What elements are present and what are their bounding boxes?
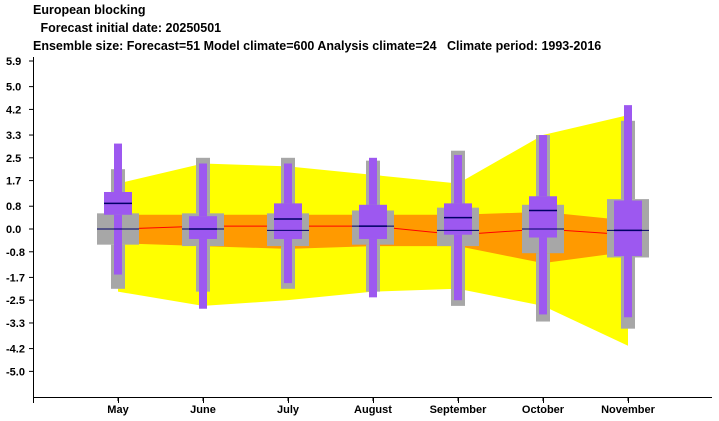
y-tick-label: -1.7	[6, 272, 25, 284]
x-tick-label: September	[430, 404, 488, 416]
y-tick-label: 3.3	[6, 130, 21, 142]
y-tick-label: -5.0	[6, 366, 25, 378]
y-tick-label: -2.5	[6, 295, 25, 307]
axes: 5.9 5.0 4.2 3.3 2.5 1.7 0.8 0.0 -0.8 -1.7 -2.5 -3.3…	[6, 56, 712, 416]
forecast-box	[444, 203, 472, 235]
y-tick-label: -0.8	[6, 247, 25, 259]
y-tick-label: 0.0	[6, 224, 21, 236]
y-tick-label: 0.8	[6, 201, 21, 213]
x-tick-label: August	[354, 404, 392, 416]
ensemble-info-label: Ensemble size: Forecast=51 Model climate…	[33, 39, 602, 53]
forecast-whisker-upper	[624, 105, 632, 201]
forecast-box	[189, 216, 217, 239]
y-tick-label: 5.0	[6, 82, 21, 94]
forecast-whisker-upper	[369, 157, 377, 205]
forecast-box	[529, 196, 557, 238]
y-tick-label: -4.2	[6, 344, 25, 356]
forecast-whisker-upper	[454, 154, 462, 204]
forecast-whisker-upper	[114, 143, 122, 192]
forecast-whisker-lower	[199, 238, 207, 309]
forecast-whisker-lower	[369, 238, 377, 298]
x-tick-label: May	[107, 404, 129, 416]
forecast-whisker-upper	[284, 163, 292, 204]
y-tick-label: -3.3	[6, 318, 25, 330]
y-tick-label: 4.2	[6, 104, 21, 116]
x-tick-label: November	[601, 404, 656, 416]
x-tick-label: June	[190, 404, 216, 416]
chart-title: European blocking	[33, 3, 146, 17]
y-tick-label: 5.9	[6, 56, 21, 68]
y-tick-label: 2.5	[6, 153, 21, 165]
box-plots	[97, 105, 649, 329]
forecast-whisker-upper	[539, 135, 547, 197]
forecast-box	[614, 200, 642, 257]
x-tick-label: October	[522, 404, 565, 416]
forecast-whisker-lower	[539, 237, 547, 315]
forecast-date-label: Forecast initial date: 20250501	[37, 21, 222, 35]
forecast-whisker-lower	[284, 238, 292, 284]
forecast-whisker-upper	[199, 163, 207, 217]
forecast-box	[359, 204, 387, 239]
forecast-whisker-lower	[114, 214, 122, 275]
forecast-whisker-lower	[454, 234, 462, 301]
y-tick-label: 1.7	[6, 176, 21, 188]
forecast-whisker-lower	[624, 256, 632, 318]
x-tick-label: July	[277, 404, 300, 416]
forecast-box	[274, 203, 302, 239]
